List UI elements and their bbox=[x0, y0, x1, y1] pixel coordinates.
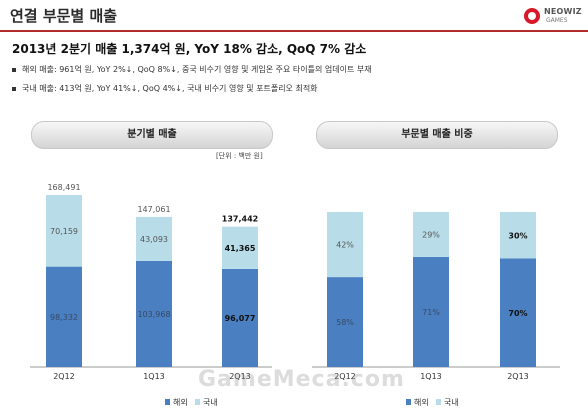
bullet-text: 국내 매출: 413억 원, YoY 41%↓, QoQ 4%↓, 국내 비수기… bbox=[22, 84, 318, 93]
quarterly-sales-header: 분기별 매출 bbox=[31, 121, 273, 149]
logo-sub: GAMES bbox=[546, 17, 568, 24]
c1-legend-swatch-overseas bbox=[165, 399, 170, 405]
label-total-1Q13: 147,061 bbox=[137, 205, 170, 214]
page-title: 연결 부문별 매출 bbox=[10, 7, 118, 25]
watermark: GameMeca.com bbox=[198, 367, 405, 392]
tick-label-2Q12: 2Q12 bbox=[53, 372, 75, 381]
share-tick-label-1Q13: 1Q13 bbox=[420, 372, 442, 381]
label-domestic-2Q12: 70,159 bbox=[50, 227, 78, 236]
c2-legend-label-domestic: 국내 bbox=[444, 398, 459, 407]
share-bar-domestic-1Q13 bbox=[413, 212, 449, 257]
c1-legend-swatch-domestic bbox=[195, 399, 200, 405]
bar-domestic-1Q13 bbox=[136, 216, 172, 261]
share-bar-overseas-1Q13 bbox=[413, 256, 449, 367]
share-bar-overseas-2Q13 bbox=[500, 258, 536, 367]
bar-domestic-2Q13 bbox=[222, 226, 258, 269]
share-label-domestic-1Q13: 29% bbox=[422, 230, 440, 239]
logo-name: NEOWIZ bbox=[544, 7, 582, 16]
label-overseas-2Q12: 98,332 bbox=[50, 313, 78, 322]
neowiz-logo-icon bbox=[524, 8, 540, 24]
bar-overseas-2Q12 bbox=[46, 266, 82, 367]
bullet-square-icon bbox=[12, 67, 16, 72]
label-total-2Q13: 137,442 bbox=[222, 215, 258, 224]
label-domestic-2Q13: 41,365 bbox=[225, 244, 256, 253]
share-bar-domestic-2Q12 bbox=[327, 212, 363, 278]
tick-label-2Q13: 2Q13 bbox=[229, 372, 251, 381]
c1-legend-label-overseas: 해외 bbox=[173, 397, 188, 407]
bar-overseas-2Q13 bbox=[222, 268, 258, 367]
bullet-square-icon bbox=[12, 86, 16, 91]
share-bar-domestic-2Q13 bbox=[500, 212, 536, 259]
c2-legend-swatch-overseas bbox=[406, 399, 411, 405]
bullet-text: 해외 매출: 961억 원, YoY 2%↓, QoQ 8%↓, 중국 비수기 … bbox=[22, 65, 372, 74]
unit-label: [단위 : 백만 원] bbox=[216, 152, 263, 160]
bullet-domestic: 국내 매출: 413억 원, YoY 41%↓, QoQ 4%↓, 국내 비수기… bbox=[12, 83, 318, 94]
bar-overseas-1Q13 bbox=[136, 260, 172, 367]
tick-label-1Q13: 1Q13 bbox=[143, 372, 165, 381]
share-bar-overseas-2Q12 bbox=[327, 277, 363, 367]
label-overseas-1Q13: 103,968 bbox=[137, 310, 170, 319]
share-tick-label-2Q13: 2Q13 bbox=[507, 372, 529, 381]
title-divider bbox=[0, 30, 588, 32]
c2-legend-swatch-domestic bbox=[436, 399, 441, 405]
neowiz-logo: NEOWIZ GAMES bbox=[524, 6, 584, 32]
segment-share-header: 부문별 매출 비중 bbox=[316, 121, 558, 149]
share-label-overseas-2Q12: 58% bbox=[336, 318, 354, 327]
label-total-2Q12: 168,491 bbox=[47, 183, 80, 192]
bar-domestic-2Q12 bbox=[46, 195, 82, 267]
c2-legend-label-overseas: 해외 bbox=[414, 397, 429, 407]
share-label-domestic-2Q12: 42% bbox=[336, 241, 354, 250]
share-label-overseas-2Q13: 70% bbox=[508, 309, 527, 318]
label-domestic-1Q13: 43,093 bbox=[140, 235, 168, 244]
label-overseas-2Q13: 96,077 bbox=[225, 314, 256, 323]
share-label-overseas-1Q13: 71% bbox=[422, 308, 440, 317]
c1-legend-label-domestic: 국내 bbox=[203, 398, 218, 407]
headline: 2013년 2분기 매출 1,374억 원, YoY 18% 감소, QoQ 7… bbox=[12, 42, 367, 56]
share-label-domestic-2Q13: 30% bbox=[508, 231, 527, 240]
bullet-overseas: 해외 매출: 961억 원, YoY 2%↓, QoQ 8%↓, 중국 비수기 … bbox=[12, 64, 372, 75]
share-tick-label-2Q12: 2Q12 bbox=[334, 372, 356, 381]
